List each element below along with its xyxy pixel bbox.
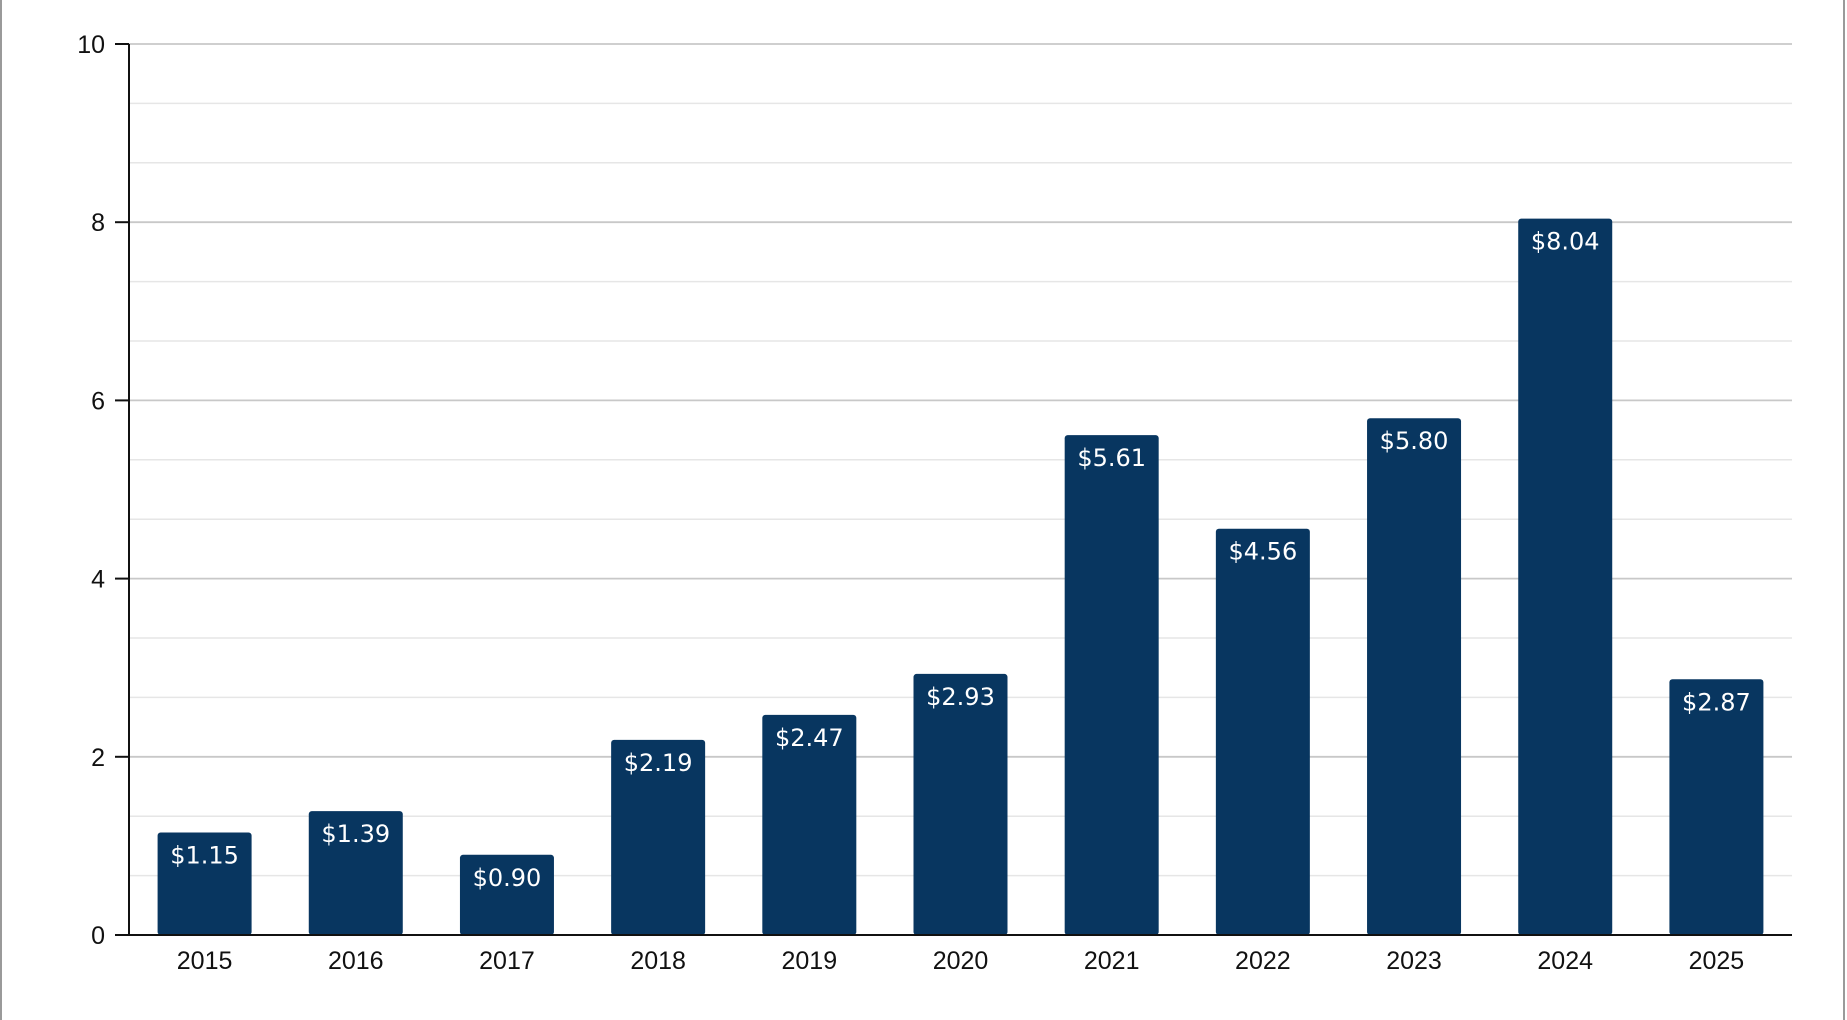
bar-value-label: $1.39 xyxy=(321,820,390,848)
axes xyxy=(115,43,1792,936)
bar-value-label: $5.61 xyxy=(1077,444,1146,472)
x-tick-label: 2019 xyxy=(782,947,838,975)
bar-value-label: $0.90 xyxy=(473,864,542,892)
labels: 0 2 4 6 8 10 $1.15 2015 $1.39 2016 $0.90 2017 $2.19 2… xyxy=(77,31,1751,975)
bar-value-label: $2.93 xyxy=(926,683,995,711)
x-tick-label: 2016 xyxy=(328,947,384,975)
x-tick-label: 2022 xyxy=(1235,947,1291,975)
x-tick-label: 2023 xyxy=(1386,947,1442,975)
y-tick-label: 8 xyxy=(91,209,105,237)
x-tick-label: 2018 xyxy=(630,947,686,975)
y-tick-label: 4 xyxy=(91,566,105,594)
y-tick-label: 6 xyxy=(91,387,105,415)
bar-2023 xyxy=(1367,418,1462,936)
bar-value-label: $1.15 xyxy=(170,842,239,870)
bar-2018 xyxy=(611,739,706,935)
bar-value-label: $8.04 xyxy=(1531,228,1600,256)
bar-2021 xyxy=(1064,435,1159,935)
bars xyxy=(157,218,1764,936)
bar-value-label: $2.47 xyxy=(775,724,844,752)
x-tick-label: 2015 xyxy=(177,947,233,975)
bar-2025 xyxy=(1669,679,1764,935)
x-tick-label: 2025 xyxy=(1689,947,1745,975)
x-tick-label: 2024 xyxy=(1537,947,1593,975)
bar-2017 xyxy=(459,854,554,935)
y-tick-label: 10 xyxy=(77,31,105,59)
bar-value-label: $2.19 xyxy=(624,749,693,777)
bar-2020 xyxy=(913,673,1008,935)
x-tick-label: 2017 xyxy=(479,947,535,975)
bar-value-label: $2.87 xyxy=(1682,688,1751,716)
gridlines xyxy=(129,43,1792,877)
x-tick-label: 2020 xyxy=(933,947,989,975)
y-tick-label: 0 xyxy=(91,922,105,950)
y-tick-label: 2 xyxy=(91,744,105,772)
bar-2016 xyxy=(308,811,403,935)
bar-2024 xyxy=(1518,218,1613,936)
bar-2022 xyxy=(1215,528,1310,935)
bar-value-label: $4.56 xyxy=(1229,538,1298,566)
bar-2019 xyxy=(762,714,857,935)
x-tick-label: 2021 xyxy=(1084,947,1140,975)
bar-2015 xyxy=(157,832,252,935)
bar-value-label: $5.80 xyxy=(1380,427,1449,455)
